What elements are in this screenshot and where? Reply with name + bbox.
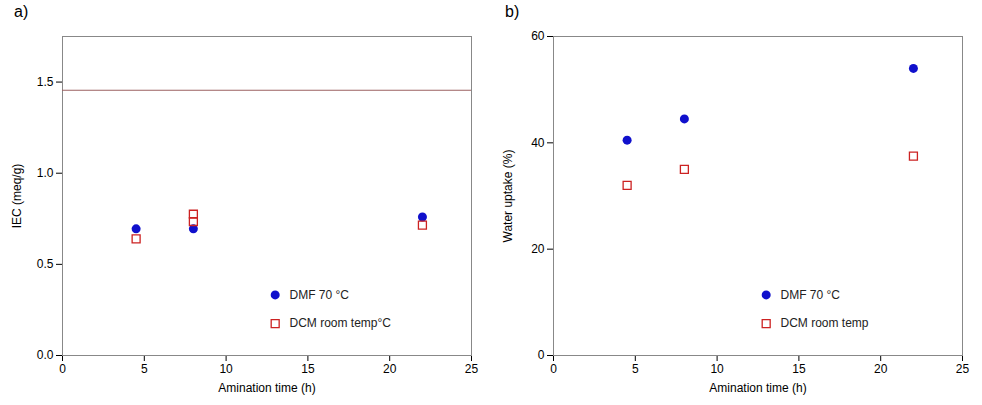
svg-text:20: 20: [874, 362, 888, 376]
svg-text:1.5: 1.5: [37, 75, 54, 89]
svg-text:25: 25: [956, 362, 970, 376]
svg-text:10: 10: [219, 362, 233, 376]
svg-text:Amination time (h): Amination time (h): [218, 381, 315, 395]
svg-text:0: 0: [538, 348, 545, 362]
svg-text:60: 60: [531, 29, 545, 43]
svg-text:1.0: 1.0: [37, 166, 54, 180]
svg-text:DMF 70 °C: DMF 70 °C: [289, 288, 349, 302]
svg-text:5: 5: [141, 362, 148, 376]
svg-text:0.0: 0.0: [37, 348, 54, 362]
svg-text:25: 25: [465, 362, 479, 376]
svg-text:IEC (meq/g): IEC (meq/g): [10, 164, 24, 229]
html-text:a): a): [14, 3, 29, 20]
svg-text:0: 0: [550, 362, 557, 376]
svg-text:20: 20: [531, 242, 545, 256]
html-text:b): b): [505, 3, 520, 20]
svg-text:DCM room temp°C: DCM room temp°C: [289, 316, 391, 330]
svg-text:5: 5: [632, 362, 639, 376]
svg-text:DMF 70 °C: DMF 70 °C: [780, 288, 840, 302]
svg-text:Amination time (h): Amination time (h): [709, 381, 806, 395]
svg-text:40: 40: [531, 136, 545, 150]
svg-text:20: 20: [383, 362, 397, 376]
svg-text:DCM room temp: DCM room temp: [780, 316, 868, 330]
svg-text:15: 15: [301, 362, 315, 376]
svg-text:Water uptake (%): Water uptake (%): [501, 150, 515, 243]
svg-text:10: 10: [710, 362, 724, 376]
svg-text:0: 0: [59, 362, 66, 376]
svg-text:15: 15: [792, 362, 806, 376]
svg-text:0.5: 0.5: [37, 257, 54, 271]
